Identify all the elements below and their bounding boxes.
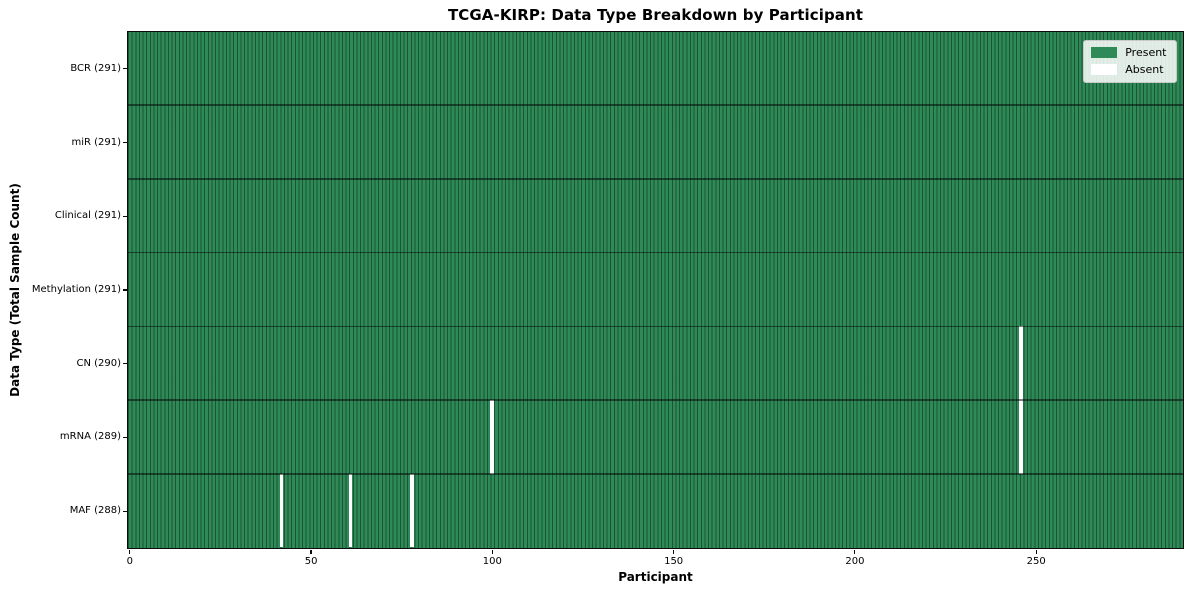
- y-tick-label-mRNA: mRNA (289): [59, 431, 121, 443]
- absent-swatch: [1091, 64, 1118, 75]
- x-tick-label-200: 200: [845, 556, 865, 567]
- chart-title: TCGA-KIRP: Data Type Breakdown by Partic…: [447, 6, 864, 24]
- y-tick-label-Methylation: Methylation (291): [31, 284, 121, 295]
- x-tick-label-150: 150: [664, 556, 684, 567]
- absent-gap-MAF-42: [279, 473, 284, 548]
- legend-item-present: Present: [1091, 45, 1167, 59]
- absent-gap-MAF-61: [348, 473, 353, 548]
- absent-gap-CN-246: [1019, 326, 1023, 401]
- row-separator: [127, 473, 1183, 475]
- absent-gap-MAF-78: [410, 473, 414, 548]
- legend: Present Absent: [1083, 39, 1177, 83]
- x-axis-label: Participant: [618, 570, 693, 584]
- x-tick-mark: [854, 549, 856, 554]
- x-tick-mark: [491, 549, 493, 554]
- y-tick-label-miR: miR (291): [71, 136, 121, 148]
- y-tick-label-Clinical: Clinical (291): [54, 210, 121, 222]
- row-separator: [127, 325, 1183, 328]
- absent-gap-mRNA-100: [490, 400, 494, 474]
- row-separator: [127, 178, 1183, 180]
- x-tick-mark: [1035, 549, 1037, 554]
- x-tick-label-100: 100: [482, 556, 502, 567]
- row-separator: [127, 399, 1183, 401]
- y-tick-mark: [123, 289, 128, 291]
- y-tick-mark: [123, 436, 128, 439]
- y-tick-label-CN: CN (290): [76, 357, 121, 369]
- x-tick-mark: [310, 549, 312, 554]
- y-tick-label-MAF: MAF (288): [69, 505, 121, 517]
- x-tick-label-250: 250: [1026, 556, 1046, 567]
- y-tick-mark: [123, 363, 128, 365]
- legend-label-present: Present: [1125, 45, 1167, 59]
- x-tick-label-50: 50: [304, 556, 318, 567]
- y-tick-label-BCR: BCR (291): [70, 62, 121, 74]
- legend-item-absent: Absent: [1091, 62, 1166, 76]
- y-tick-mark: [123, 510, 128, 512]
- x-tick-mark: [673, 549, 675, 554]
- row-separator: [127, 104, 1183, 106]
- y-tick-mark: [123, 215, 128, 217]
- y-tick-mark: [123, 141, 128, 144]
- plot-area: Present Absent: [126, 30, 1184, 549]
- absent-gap-mRNA-246: [1019, 400, 1023, 474]
- x-tick-mark: [129, 549, 131, 554]
- legend-label-absent: Absent: [1125, 62, 1164, 76]
- row-separator: [127, 251, 1183, 254]
- present-swatch: [1091, 47, 1118, 58]
- x-tick-label-0: 0: [126, 556, 133, 567]
- y-tick-mark: [123, 68, 128, 70]
